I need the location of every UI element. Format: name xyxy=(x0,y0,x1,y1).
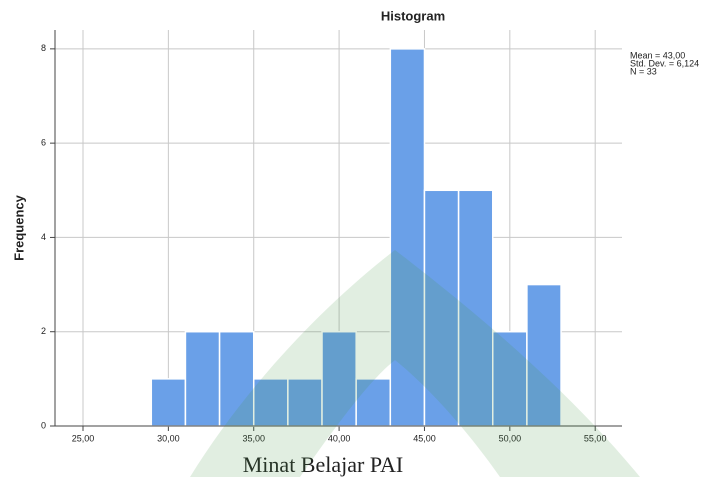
stat-annotation: N = 33 xyxy=(630,66,657,76)
y-axis-label: Frequency xyxy=(11,194,26,261)
plot-area: Histogram Frequency Minat Belajar PAI 02… xyxy=(11,8,699,477)
y-tick-label: 2 xyxy=(41,326,46,336)
x-tick-label: 30,00 xyxy=(157,433,180,443)
y-tick-label: 0 xyxy=(41,420,46,430)
bar xyxy=(185,332,219,426)
x-tick-label: 45,00 xyxy=(413,433,436,443)
x-tick-label: 25,00 xyxy=(72,433,95,443)
x-tick-label: 40,00 xyxy=(328,433,351,443)
chart: Histogram Frequency Minat Belajar PAI 02… xyxy=(0,0,714,477)
y-tick-label: 8 xyxy=(41,43,46,53)
chart-title: Histogram xyxy=(381,8,445,23)
bar xyxy=(151,379,185,426)
y-tick-label: 4 xyxy=(41,232,46,242)
y-tick-label: 6 xyxy=(41,138,46,148)
